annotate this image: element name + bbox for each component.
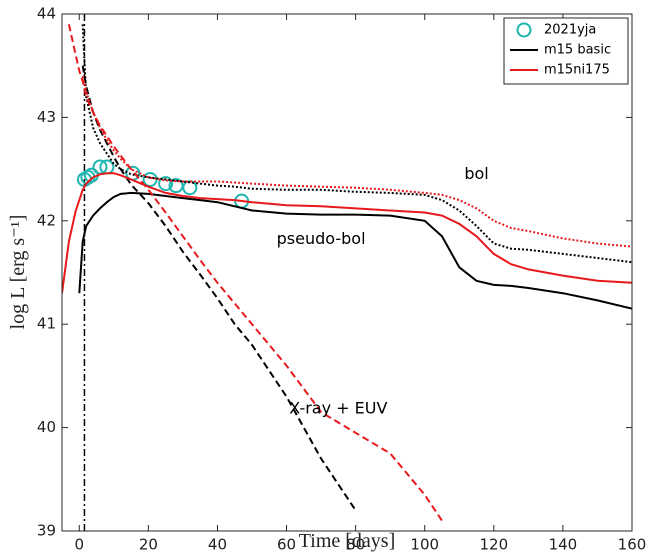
line-xray-euv: [67, 24, 443, 522]
legend-label: m15ni175: [544, 63, 610, 78]
legend-marker: [516, 22, 532, 38]
line-bol: [81, 75, 632, 248]
x-tick-label: 20: [139, 536, 158, 552]
data-point: [158, 176, 174, 192]
y-axis-label: log L [erg s⁻¹]: [7, 215, 29, 330]
y-tick-label: 41: [37, 315, 56, 333]
line-bol: [81, 24, 632, 264]
x-tick-label: 120: [479, 536, 508, 552]
y-tick-label: 40: [37, 418, 56, 436]
legend-label: 2021yja: [544, 23, 596, 38]
y-tick-label: 43: [37, 108, 56, 126]
line-pseudo-bol: [62, 172, 632, 294]
line-pseudo-bol: [78, 191, 632, 310]
data-point: [168, 178, 184, 194]
annotation: pseudo-bol: [277, 229, 366, 248]
data-point: [182, 180, 198, 196]
line-xray-euv: [81, 65, 357, 511]
plot-lines: [62, 14, 632, 531]
overlay: 0 20 40 60 80 100 120 140 160 39 40 41 42 43 44 bol pseu…: [37, 5, 646, 552]
x-tick-label: 140: [549, 536, 578, 552]
axes-box: [61, 13, 633, 532]
x-tick-label: 0: [74, 536, 84, 552]
x-tick-label: 80: [346, 536, 365, 552]
y-tick-label: 39: [37, 522, 56, 540]
y-tick-label: 44: [37, 5, 56, 23]
annotation: X-ray + EUV: [289, 398, 387, 417]
x-tick-label: 160: [618, 536, 647, 552]
plot-area: [62, 14, 632, 531]
x-axis-label: Time [days]: [299, 530, 395, 552]
y-tick-label: 42: [37, 211, 56, 229]
x-tick-label: 100: [410, 536, 439, 552]
annotation: bol: [464, 164, 488, 183]
data-point: [142, 171, 158, 187]
legend-label: m15 basic: [544, 43, 611, 58]
x-tick-label: 40: [208, 536, 227, 552]
x-tick-label: 60: [277, 536, 296, 552]
